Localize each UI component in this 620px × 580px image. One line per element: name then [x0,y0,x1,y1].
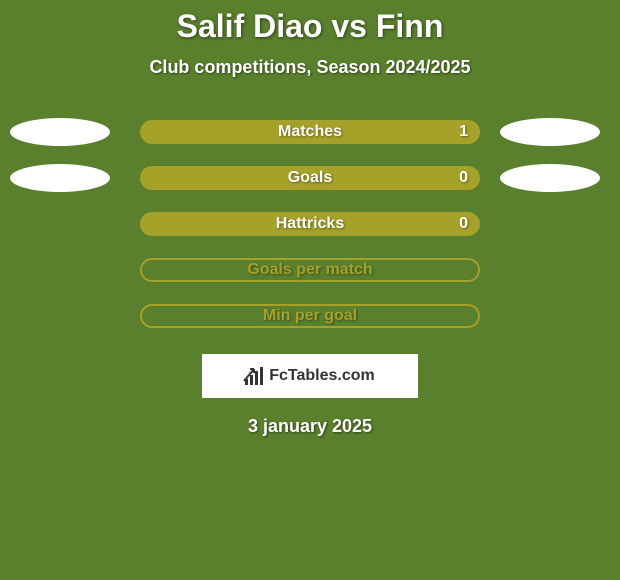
stat-label: Goals per match [247,261,372,279]
stat-bar: Goals per match [140,258,480,282]
stat-label: Goals [288,169,332,187]
stat-value: 0 [459,169,468,187]
logo-text: FcTables.com [269,367,375,385]
subtitle: Club competitions, Season 2024/2025 [0,57,620,78]
stat-label: Min per goal [263,307,357,325]
stat-value: 1 [459,123,468,141]
stat-label: Hattricks [276,215,344,233]
stat-row: Goals 0 [0,166,620,190]
infographic-container: Salif Diao vs Finn Club competitions, Se… [0,0,620,580]
page-title: Salif Diao vs Finn [0,0,620,45]
stat-bar: Matches 1 [140,120,480,144]
logo-box: FcTables.com [202,354,418,398]
stat-label: Matches [278,123,342,141]
left-ellipse [10,164,110,192]
stat-value: 0 [459,215,468,233]
stat-row: Goals per match [0,258,620,282]
chart-icon [245,367,263,385]
date-label: 3 january 2025 [0,416,620,437]
stat-rows: Matches 1 Goals 0 Hattricks 0 Goals per match M… [0,120,620,328]
left-ellipse [10,118,110,146]
stat-bar: Min per goal [140,304,480,328]
stat-bar: Hattricks 0 [140,212,480,236]
stat-row: Hattricks 0 [0,212,620,236]
stat-row: Min per goal [0,304,620,328]
right-ellipse [500,118,600,146]
right-ellipse [500,164,600,192]
stat-row: Matches 1 [0,120,620,144]
stat-bar: Goals 0 [140,166,480,190]
